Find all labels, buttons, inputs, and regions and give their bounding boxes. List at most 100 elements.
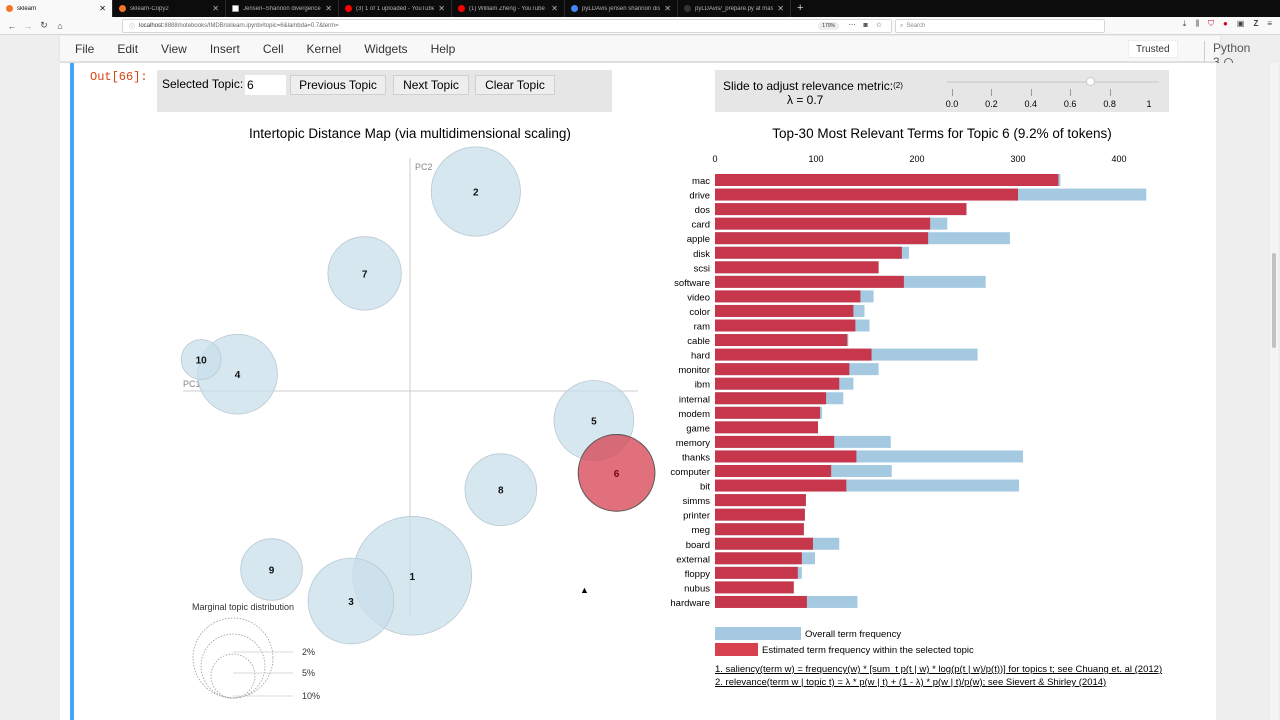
topic-bubble-2[interactable] — [430, 146, 521, 237]
close-tab-icon[interactable]: ✕ — [325, 4, 332, 13]
menu-view[interactable]: View — [161, 41, 187, 56]
term-label[interactable]: thanks — [682, 452, 710, 463]
browser-tab[interactable]: sklearn ✕ — [0, 0, 113, 17]
bar-topic-drive[interactable] — [715, 188, 1018, 201]
page-scrollbar[interactable] — [1216, 63, 1280, 720]
term-label[interactable]: mac — [692, 176, 710, 187]
bar-topic-external[interactable] — [715, 552, 802, 565]
relevance-footnote[interactable]: 2. relevance(term w | topic t) = λ * p(w… — [715, 677, 1107, 688]
bar-topic-bit[interactable] — [715, 479, 847, 492]
topic-bubble-10[interactable] — [180, 339, 222, 380]
term-label[interactable]: color — [689, 307, 710, 318]
url-bar[interactable]: ⓘ localhost:8888/notebooks/IMDB/sklearn.… — [122, 19, 892, 33]
close-tab-icon[interactable]: ✕ — [777, 4, 784, 13]
selected-topic-input[interactable] — [245, 75, 286, 95]
browser-tab[interactable]: (3) 1 of 1 uploaded - YouTube ✕ — [339, 0, 452, 17]
trusted-indicator[interactable]: Trusted — [1128, 40, 1178, 58]
saliency-footnote[interactable]: 1. saliency(term w) = frequency(w) * [su… — [715, 664, 1163, 675]
term-label[interactable]: modem — [678, 409, 710, 420]
term-label[interactable]: hardware — [670, 598, 710, 609]
bar-topic-meg[interactable] — [715, 523, 804, 536]
bar-topic-mac[interactable] — [715, 174, 1059, 186]
term-label[interactable]: floppy — [685, 569, 711, 580]
term-label[interactable]: printer — [683, 511, 710, 522]
term-label[interactable]: card — [692, 220, 710, 231]
menu-widgets[interactable]: Widgets — [364, 41, 408, 56]
bar-topic-computer[interactable] — [715, 465, 832, 477]
menu-help[interactable]: Help — [430, 41, 456, 56]
bar-topic-board[interactable] — [715, 537, 813, 550]
term-label[interactable]: apple — [687, 234, 710, 245]
close-tab-icon[interactable]: ✕ — [99, 4, 106, 13]
bar-topic-game[interactable] — [715, 421, 819, 434]
bar-topic-memory[interactable] — [715, 435, 835, 448]
reload-icon[interactable]: ↻ — [40, 20, 48, 30]
bar-topic-software[interactable] — [715, 275, 904, 288]
forward-icon[interactable]: → — [23, 20, 33, 31]
term-label[interactable]: nubus — [684, 583, 710, 594]
bar-topic-ibm[interactable] — [715, 377, 840, 390]
term-label[interactable]: computer — [670, 467, 710, 478]
close-tab-icon[interactable]: ✕ — [551, 4, 558, 13]
menu-insert[interactable]: Insert — [209, 41, 240, 56]
browser-tab[interactable]: Jensen–Shannon divergence - W ✕ — [226, 0, 339, 17]
topic-bubble-9[interactable] — [240, 538, 303, 601]
term-label[interactable]: scsi — [694, 263, 710, 274]
term-label[interactable]: internal — [679, 394, 710, 405]
term-label[interactable]: drive — [689, 191, 710, 202]
term-label[interactable]: video — [687, 292, 710, 303]
bar-topic-video[interactable] — [715, 290, 861, 303]
bar-topic-printer[interactable] — [715, 508, 805, 521]
bar-topic-hard[interactable] — [715, 348, 872, 361]
topic-bubble-7[interactable] — [327, 236, 402, 311]
next-topic-button[interactable]: Next Topic — [393, 75, 469, 95]
term-label[interactable]: simms — [683, 496, 711, 507]
bar-topic-floppy[interactable] — [715, 566, 798, 579]
menu-kernel[interactable]: Kernel — [306, 41, 342, 56]
bar-topic-simms[interactable] — [715, 494, 806, 507]
term-label[interactable]: ibm — [695, 380, 710, 391]
topic-bubble-8[interactable] — [464, 453, 538, 526]
download-icon[interactable]: ⤓ — [1182, 19, 1187, 28]
bar-topic-card[interactable] — [715, 217, 931, 230]
browser-tab[interactable]: pyLDAvis/_prepare.py at master ✕ — [678, 0, 791, 17]
bar-topic-nubus[interactable] — [715, 581, 794, 594]
bar-topic-hardware[interactable] — [715, 595, 807, 608]
scrollbar-thumb[interactable] — [1272, 253, 1276, 348]
term-label[interactable]: board — [686, 540, 710, 551]
bar-topic-apple[interactable] — [715, 232, 929, 245]
relevance-slider-knob[interactable] — [1085, 77, 1095, 86]
topic-bubble-6[interactable] — [577, 434, 656, 512]
topic-bubble-3[interactable] — [307, 557, 395, 645]
term-label[interactable]: software — [674, 278, 710, 289]
browser-tab[interactable]: (1) William Zheng - YouTube - Yo ✕ — [452, 0, 565, 17]
menu-file[interactable]: File — [75, 41, 95, 56]
shield-icon[interactable]: ⛉ — [1208, 19, 1215, 28]
term-label[interactable]: bit — [700, 482, 710, 493]
zoom-level-badge[interactable]: 170% — [818, 22, 839, 30]
bar-topic-ram[interactable] — [715, 319, 856, 332]
adblock-icon[interactable]: ● — [1223, 19, 1228, 28]
term-label[interactable]: meg — [692, 525, 710, 536]
close-tab-icon[interactable]: ✕ — [664, 4, 671, 13]
search-bar[interactable]: ⌕ Search — [895, 19, 1105, 33]
bar-topic-disk[interactable] — [715, 246, 902, 259]
bar-topic-cable[interactable] — [715, 334, 848, 347]
bar-topic-monitor[interactable] — [715, 363, 850, 376]
term-label[interactable]: monitor — [678, 365, 710, 376]
term-label[interactable]: memory — [676, 438, 711, 449]
clear-topic-button[interactable]: Clear Topic — [475, 75, 555, 95]
bar-topic-scsi[interactable] — [715, 261, 879, 274]
browser-tab[interactable]: pyLDAvis jensen shannon distan ✕ — [565, 0, 678, 17]
browser-tab[interactable]: sklearn-Copy2 ✕ — [113, 0, 226, 17]
term-label[interactable]: disk — [693, 249, 710, 260]
library-icon[interactable]: ⫼ — [1195, 19, 1200, 28]
previous-topic-button[interactable]: Previous Topic — [290, 75, 386, 95]
term-label[interactable]: hard — [691, 351, 710, 362]
menu-icon[interactable]: ≡ — [1267, 19, 1272, 28]
close-tab-icon[interactable]: ✕ — [212, 4, 219, 13]
zotero-icon[interactable]: Z — [1253, 19, 1259, 28]
bar-topic-modem[interactable] — [715, 406, 821, 419]
bar-topic-thanks[interactable] — [715, 450, 857, 463]
menu-edit[interactable]: Edit — [117, 41, 139, 56]
